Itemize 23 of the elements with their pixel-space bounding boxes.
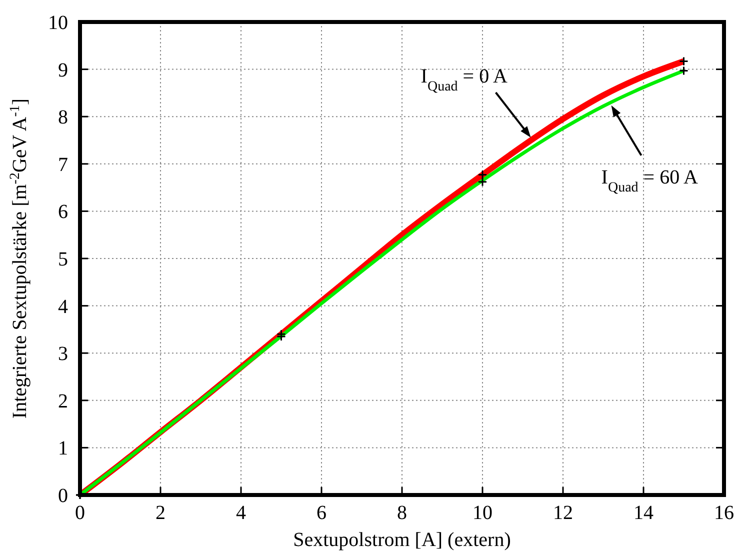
y-tick-label: 6 xyxy=(58,201,68,224)
text: I$_{Quad}$ = 60 A xyxy=(601,166,698,195)
y-tick-label: 1 xyxy=(58,438,68,460)
y-tick-label: 5 xyxy=(58,248,68,270)
x-tick-label: 2 xyxy=(156,502,166,524)
y-tick-label: 3 xyxy=(58,343,68,366)
y-tick-label: 10 xyxy=(48,12,68,34)
text: I$_{Quad}$ = 0 A xyxy=(420,66,508,94)
y-tick-label: 9 xyxy=(58,59,68,82)
x-tick-label: 14 xyxy=(634,502,654,524)
x-tick-label: 12 xyxy=(553,502,573,524)
y-tick-label: 2 xyxy=(58,390,68,412)
x-tick-label: 8 xyxy=(397,502,407,524)
x-tick-label: 4 xyxy=(236,502,246,524)
x-tick-label: 10 xyxy=(472,502,492,524)
x-tick-label: 0 xyxy=(75,502,85,524)
y-tick-label: 0 xyxy=(58,485,68,507)
y-tick-label: 4 xyxy=(58,296,68,318)
y-tick-label: 7 xyxy=(58,154,68,176)
y-tick-label: 8 xyxy=(58,106,68,129)
x-axis-title: Sextupolstrom [A] (extern) xyxy=(293,529,511,551)
x-tick-label: 16 xyxy=(714,502,734,524)
x-tick-label: 6 xyxy=(316,502,326,524)
